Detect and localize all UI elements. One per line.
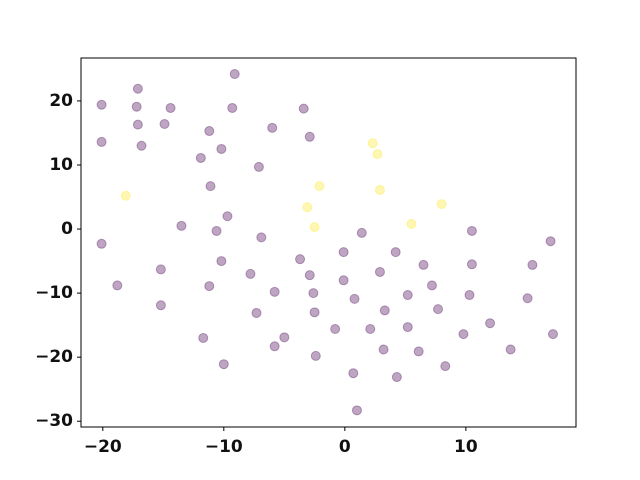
y-tick-label: −20	[35, 347, 73, 367]
point	[204, 281, 215, 292]
point	[348, 368, 359, 379]
point	[211, 225, 222, 236]
point	[131, 101, 142, 112]
x-tick-label: 0	[339, 437, 351, 457]
point	[378, 344, 389, 355]
point	[304, 270, 315, 281]
point	[545, 236, 556, 247]
y-tick-label: 10	[49, 155, 73, 175]
point	[136, 140, 147, 151]
point	[267, 122, 278, 133]
point	[269, 286, 280, 297]
point	[165, 102, 176, 113]
point	[485, 318, 496, 329]
point	[251, 307, 262, 318]
point	[176, 220, 187, 231]
point	[310, 350, 321, 361]
point	[365, 323, 376, 334]
point	[436, 199, 447, 210]
point	[418, 259, 429, 270]
point	[406, 218, 417, 229]
point	[155, 264, 166, 275]
point	[367, 138, 378, 149]
point	[253, 161, 264, 172]
point	[120, 190, 131, 201]
point	[314, 181, 325, 192]
point	[402, 290, 413, 301]
point	[96, 238, 107, 249]
point	[198, 332, 209, 343]
point	[302, 202, 313, 213]
point	[440, 361, 451, 372]
point	[522, 293, 533, 304]
point	[402, 322, 413, 333]
point	[245, 268, 256, 279]
y-tick-label: 20	[49, 91, 73, 111]
point	[222, 211, 233, 222]
plot-frame	[80, 57, 577, 428]
point	[227, 102, 238, 113]
point	[159, 118, 170, 129]
point	[458, 329, 469, 340]
point	[96, 136, 107, 147]
point	[426, 280, 437, 291]
point	[505, 344, 516, 355]
point	[132, 83, 143, 94]
point	[379, 305, 390, 316]
point	[309, 307, 320, 318]
point	[205, 181, 216, 192]
point	[433, 304, 444, 315]
point	[132, 119, 143, 130]
point	[330, 323, 341, 334]
point	[338, 275, 349, 286]
point	[304, 131, 315, 142]
y-tick-label: −30	[35, 411, 73, 431]
x-tick-label: −10	[205, 437, 243, 457]
point	[204, 126, 215, 137]
point	[195, 152, 206, 163]
x-tick-label: −20	[84, 437, 122, 457]
point	[155, 300, 166, 311]
point	[338, 247, 349, 258]
point	[295, 254, 306, 265]
point	[308, 288, 319, 299]
point	[374, 266, 385, 277]
point	[269, 341, 280, 352]
point	[298, 103, 309, 114]
point	[356, 227, 367, 238]
x-tick-label: 10	[454, 437, 478, 457]
point	[466, 225, 477, 236]
point	[527, 259, 538, 270]
point	[464, 290, 475, 301]
point	[391, 372, 402, 383]
point	[466, 259, 477, 270]
y-tick-label: 0	[61, 219, 73, 239]
point	[349, 293, 360, 304]
point	[96, 99, 107, 110]
point	[413, 346, 424, 357]
point	[256, 232, 267, 243]
point	[351, 405, 362, 416]
point	[112, 280, 123, 291]
point	[216, 143, 227, 154]
point	[372, 149, 383, 160]
point	[548, 329, 559, 340]
point	[218, 359, 229, 370]
point	[279, 332, 290, 343]
point	[229, 69, 240, 80]
point	[216, 256, 227, 267]
point	[374, 184, 385, 195]
y-tick-label: −10	[35, 283, 73, 303]
point	[309, 222, 320, 233]
point	[390, 247, 401, 258]
